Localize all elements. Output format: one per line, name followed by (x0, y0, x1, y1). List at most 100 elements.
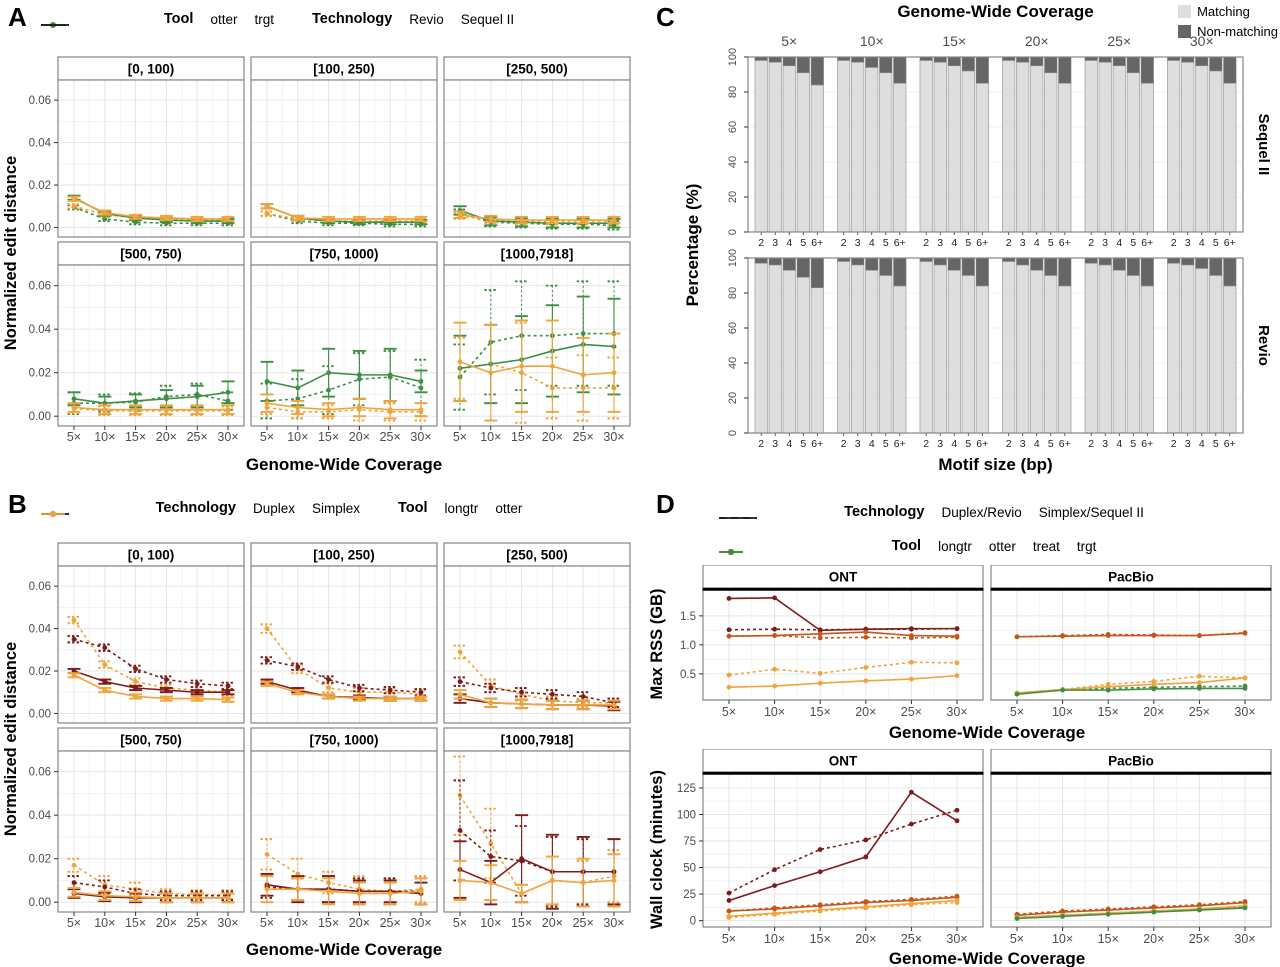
bar-nonmatching (754, 257, 768, 264)
bar-matching (961, 70, 975, 233)
legend-item-duplex: Duplex (41, 501, 295, 516)
y-tick-label: 0.00 (29, 708, 51, 720)
motif-tick-label: 6+ (1141, 438, 1153, 450)
x-tick-label: 15× (318, 916, 339, 930)
x-tick-label: 10× (287, 916, 308, 930)
data-point (133, 679, 139, 685)
bar-nonmatching (851, 56, 865, 63)
legend-item-label: Sequel II (460, 11, 515, 27)
x-tick-label: 10× (1052, 932, 1073, 946)
series-line (728, 674, 958, 689)
series-line (728, 597, 957, 632)
data-point (611, 370, 617, 376)
data-point (550, 363, 555, 369)
data-point (580, 694, 586, 699)
data-point (909, 676, 914, 682)
bar-matching (1181, 61, 1195, 233)
x-tick-label: 30× (603, 916, 624, 930)
data-point (863, 665, 869, 670)
bar-nonmatching (1112, 257, 1126, 271)
facet-strip-label: ONT (829, 570, 858, 585)
x-tick-label: 30× (217, 916, 238, 930)
legend-title: Tool (398, 500, 428, 516)
data-point (357, 696, 362, 702)
bar-matching (893, 82, 907, 233)
data-point (225, 697, 231, 703)
facet-strip-label: [1000,7918] (501, 733, 574, 748)
series-line (728, 896, 958, 912)
x-tick-label: 30× (946, 705, 967, 719)
series-line (1016, 900, 1246, 916)
motif-tick-label: 6+ (1059, 237, 1071, 249)
facet-[100, 250): [100, 250) (250, 542, 438, 724)
legend-item-sequel-ii: Sequel II (41, 11, 515, 27)
y-tick-label: 40 (727, 357, 739, 369)
data-point (71, 203, 77, 209)
legend-item-label: Matching (1197, 4, 1250, 19)
bar-nonmatching (975, 257, 989, 287)
data-point (264, 626, 270, 631)
data-point (954, 807, 960, 813)
series-line (73, 391, 229, 404)
legend-item-label: Revio (409, 11, 444, 27)
motif-tick-label: 4 (1034, 438, 1040, 450)
legend-item-simplex-sequel-ii: Simplex/Sequel II (719, 505, 1144, 520)
bar-matching (1195, 268, 1209, 434)
panel-border (250, 565, 438, 724)
data-point (264, 400, 270, 406)
facet-strip-label: [100, 250) (313, 62, 375, 77)
bar-matching (782, 65, 796, 233)
data-point (418, 407, 424, 413)
bar-matching (810, 84, 824, 233)
coverage-label: 20× (1025, 33, 1049, 49)
x-tick-label: 10× (94, 916, 115, 930)
data-point (133, 214, 139, 220)
data-point (726, 908, 732, 914)
motif-tick-label: 5 (883, 438, 889, 450)
legend-item-label: trgt (254, 11, 274, 27)
bar-nonmatching (768, 56, 782, 63)
motif-tick-label: 3 (937, 237, 943, 249)
motif-tick-label: 6+ (811, 237, 823, 249)
data-point (164, 396, 169, 402)
y-tick-label: 0.02 (29, 666, 51, 678)
y-tick-label: 100 (727, 249, 739, 267)
x-tick-label: 10× (1052, 705, 1073, 719)
x-axis-title: Genome-Wide Coverage (889, 949, 1085, 967)
series-otter-Duplex (260, 875, 428, 906)
y-tick-label: 60 (727, 121, 739, 133)
data-point (1151, 681, 1157, 687)
bar-matching (1002, 60, 1016, 233)
series-line (459, 680, 615, 704)
y-tick-label: 20 (727, 191, 739, 203)
y-tick-label: 80 (727, 86, 739, 98)
data-point (357, 372, 362, 378)
data-point (295, 405, 301, 410)
data-point (133, 894, 139, 900)
data-point (1105, 633, 1111, 638)
facet-strip-label: PacBio (1108, 570, 1154, 585)
data-point (817, 907, 823, 913)
series-line (728, 809, 958, 894)
data-point (102, 893, 108, 899)
x-tick-label: 30× (946, 932, 967, 946)
data-point (133, 694, 139, 699)
x-axis-title: Motif size (bp) (938, 455, 1052, 474)
y-tick-label: 80 (727, 287, 739, 299)
bar-nonmatching (947, 257, 961, 271)
data-point (387, 372, 393, 378)
x-tick-label: 20× (349, 430, 370, 444)
series-line (459, 361, 615, 376)
data-point (457, 691, 463, 697)
legend-item-trgt: trgt (719, 539, 1096, 555)
y-tick-label: 25 (683, 889, 696, 901)
facet-[0, 100): [0, 100) 0.00 0.02 0.04 0.06 (29, 542, 245, 724)
x-tick-label: 5× (722, 932, 736, 946)
panel-a: A Tool otter trgt Technology Revio Sequel II … (0, 0, 648, 487)
data-point (519, 701, 524, 707)
series-line (459, 212, 615, 227)
data-point (550, 217, 555, 223)
facet-strip-label: [0, 100) (128, 548, 175, 563)
series-longtr-Simplex-Sequel-II (726, 807, 960, 896)
motif-tick-label: 5 (1213, 438, 1219, 450)
